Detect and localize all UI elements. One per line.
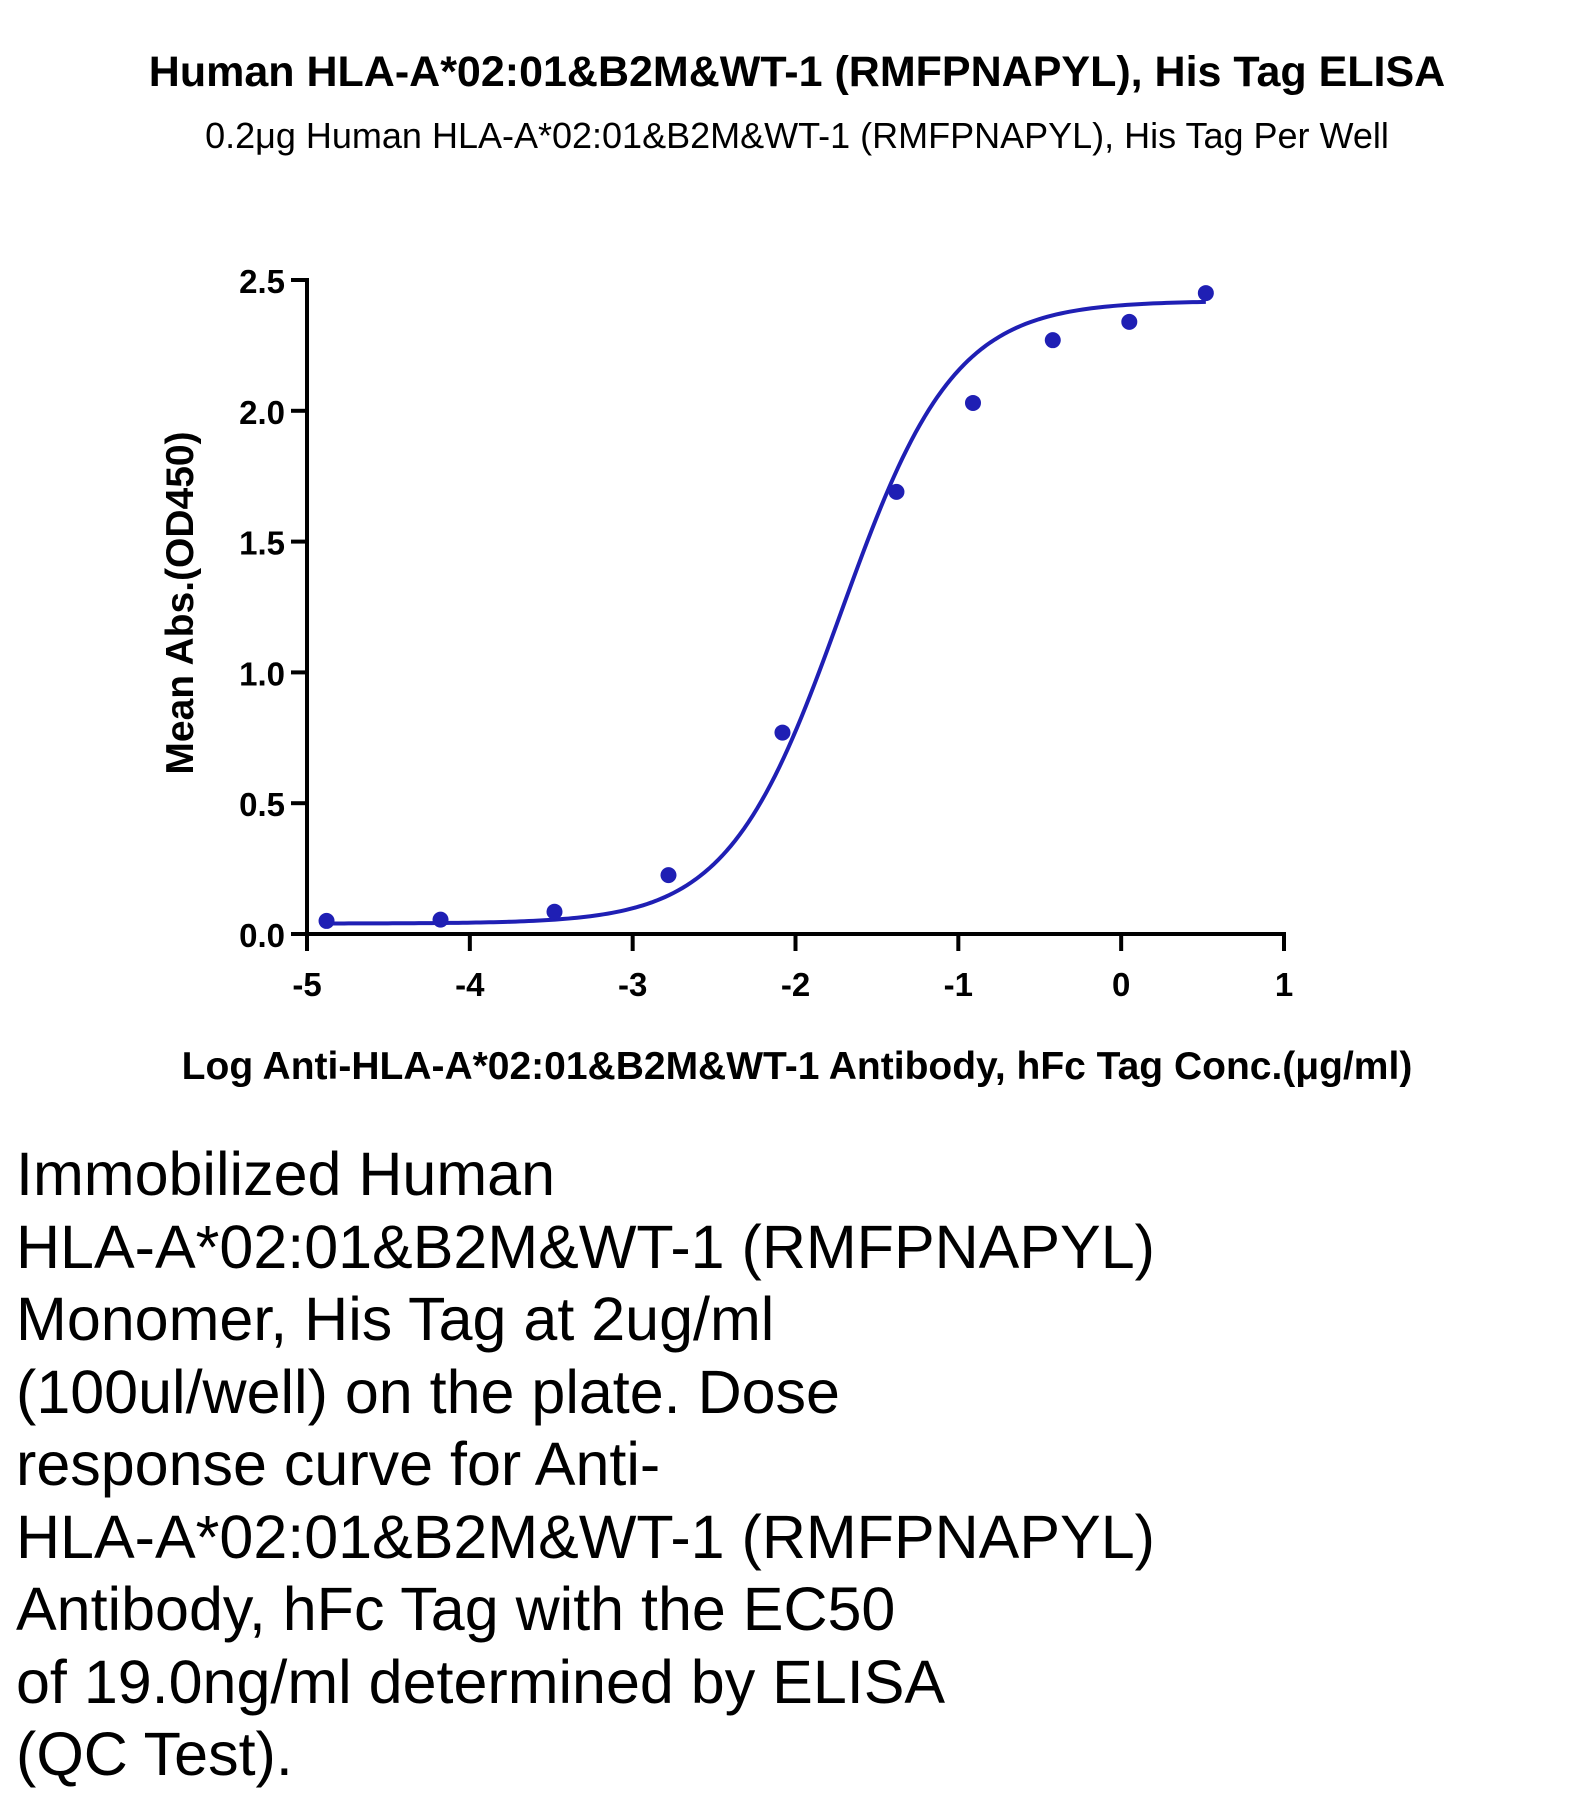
x-tick-label: -5 bbox=[292, 966, 321, 1003]
data-point bbox=[546, 903, 563, 920]
data-points-layer bbox=[318, 285, 1214, 929]
y-tick-label: 2.0 bbox=[239, 394, 285, 431]
chart-title: Human HLA-A*02:01&B2M&WT-1 (RMFPNAPYL), … bbox=[148, 48, 1446, 96]
y-tick-label: 2.5 bbox=[239, 263, 285, 300]
chart-subtitle: 0.2μg Human HLA-A*02:01&B2M&WT-1 (RMFPNA… bbox=[205, 115, 1389, 156]
x-tick-label: 1 bbox=[1275, 966, 1293, 1003]
elisa-dose-response-chart: 0.0 0.5 1.0 1.5 2.0 2.5 -5 -4 -3 -2 -1 0 1 Log Anti-… bbox=[159, 263, 1413, 1088]
y-tick-label: 0.0 bbox=[239, 917, 285, 954]
x-axis-label: Log Anti-HLA-A*02:01&B2M&WT-1 Antibody, … bbox=[182, 1045, 1413, 1088]
x-tick-label: -1 bbox=[944, 966, 973, 1003]
data-point bbox=[964, 394, 981, 411]
data-point bbox=[1121, 313, 1138, 330]
data-point bbox=[318, 912, 335, 929]
y-axis-label: Mean Abs.(OD450) bbox=[159, 431, 202, 774]
y-tick-label: 1.5 bbox=[239, 525, 285, 562]
data-point bbox=[432, 911, 449, 928]
fit-curve-layer bbox=[326, 299, 1206, 926]
y-tick-label: 1.0 bbox=[239, 655, 285, 692]
chart-axes: 0.0 0.5 1.0 1.5 2.0 2.5 -5 -4 -3 -2 -1 0 1 bbox=[239, 263, 1293, 1003]
x-tick-label: 0 bbox=[1112, 966, 1130, 1003]
y-tick-label: 0.5 bbox=[239, 786, 285, 823]
x-tick-label: -2 bbox=[781, 966, 810, 1003]
data-point bbox=[774, 724, 791, 741]
data-point bbox=[1044, 332, 1061, 349]
data-point bbox=[660, 867, 677, 884]
x-tick-label: -3 bbox=[618, 966, 647, 1003]
data-point bbox=[888, 483, 905, 500]
x-tick-label: -4 bbox=[455, 966, 485, 1003]
data-point bbox=[1197, 285, 1214, 302]
fit-curve bbox=[326, 299, 1206, 926]
figure-caption: Immobilized Human HLA-A*02:01&B2M&WT-1 (… bbox=[16, 1140, 1155, 1788]
